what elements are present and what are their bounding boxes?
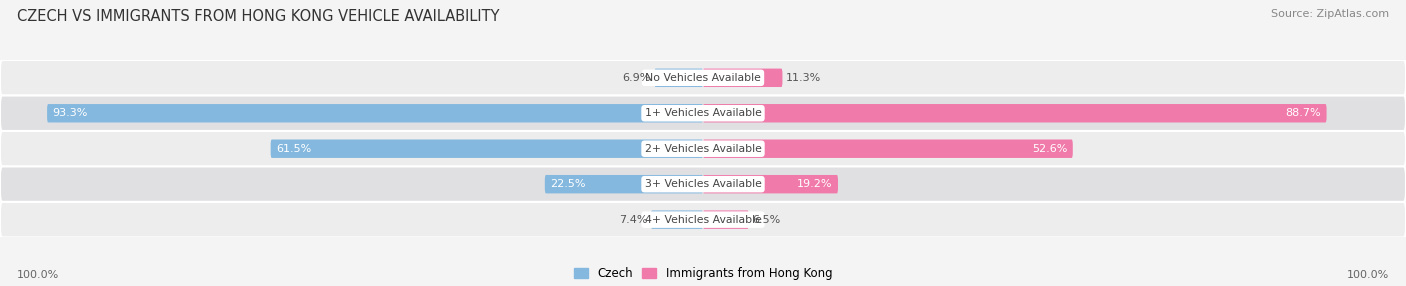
FancyBboxPatch shape [0,202,1406,237]
Legend: Czech, Immigrants from Hong Kong: Czech, Immigrants from Hong Kong [574,267,832,280]
FancyBboxPatch shape [703,69,782,87]
Text: 100.0%: 100.0% [17,270,59,280]
Text: CZECH VS IMMIGRANTS FROM HONG KONG VEHICLE AVAILABILITY: CZECH VS IMMIGRANTS FROM HONG KONG VEHIC… [17,9,499,23]
FancyBboxPatch shape [270,140,703,158]
Text: 2+ Vehicles Available: 2+ Vehicles Available [644,144,762,154]
FancyBboxPatch shape [546,175,703,193]
FancyBboxPatch shape [703,104,1327,122]
FancyBboxPatch shape [703,175,838,193]
FancyBboxPatch shape [0,131,1406,166]
Text: 6.5%: 6.5% [752,215,780,225]
FancyBboxPatch shape [48,104,703,122]
Text: 6.9%: 6.9% [623,73,651,83]
FancyBboxPatch shape [654,69,703,87]
FancyBboxPatch shape [651,210,703,229]
Text: 93.3%: 93.3% [53,108,89,118]
Text: 61.5%: 61.5% [276,144,312,154]
Text: 19.2%: 19.2% [797,179,832,189]
FancyBboxPatch shape [0,60,1406,96]
FancyBboxPatch shape [0,166,1406,202]
Text: Source: ZipAtlas.com: Source: ZipAtlas.com [1271,9,1389,19]
Text: 22.5%: 22.5% [551,179,586,189]
FancyBboxPatch shape [703,140,1073,158]
Text: 3+ Vehicles Available: 3+ Vehicles Available [644,179,762,189]
Text: No Vehicles Available: No Vehicles Available [645,73,761,83]
Text: 11.3%: 11.3% [786,73,821,83]
Text: 7.4%: 7.4% [619,215,647,225]
Text: 88.7%: 88.7% [1285,108,1322,118]
Text: 4+ Vehicles Available: 4+ Vehicles Available [644,215,762,225]
Text: 100.0%: 100.0% [1347,270,1389,280]
FancyBboxPatch shape [0,96,1406,131]
Text: 1+ Vehicles Available: 1+ Vehicles Available [644,108,762,118]
FancyBboxPatch shape [703,210,749,229]
Text: 52.6%: 52.6% [1032,144,1067,154]
